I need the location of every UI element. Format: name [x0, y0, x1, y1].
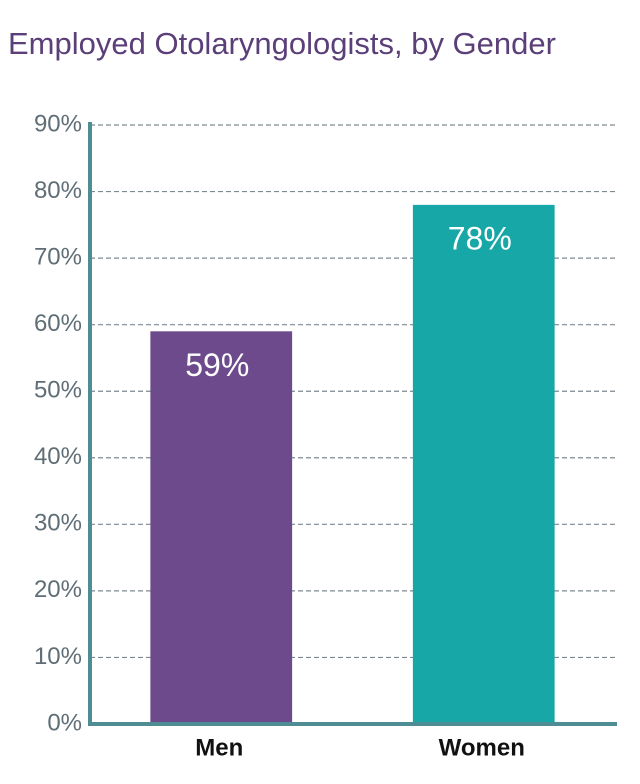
y-tick-label: 70%: [34, 243, 82, 270]
y-tick-label: 30%: [34, 510, 82, 537]
y-tick-label: 20%: [34, 576, 82, 603]
x-tick-label: Men: [195, 734, 243, 761]
y-tick-label: 10%: [34, 643, 82, 670]
bar: [150, 331, 293, 724]
y-tick-label: 0%: [47, 709, 82, 736]
bar: [412, 204, 555, 724]
chart-title: Employed Otolaryngologists, by Gender: [8, 26, 556, 61]
value-label: 78%: [448, 220, 512, 256]
y-tick-label: 90%: [34, 110, 82, 137]
y-tick-label: 60%: [34, 310, 82, 337]
y-tick-label: 80%: [34, 177, 82, 204]
y-tick-label: 50%: [34, 377, 82, 404]
x-tick-label: Women: [439, 734, 525, 761]
value-label: 59%: [185, 347, 249, 383]
y-tick-label: 40%: [34, 443, 82, 470]
